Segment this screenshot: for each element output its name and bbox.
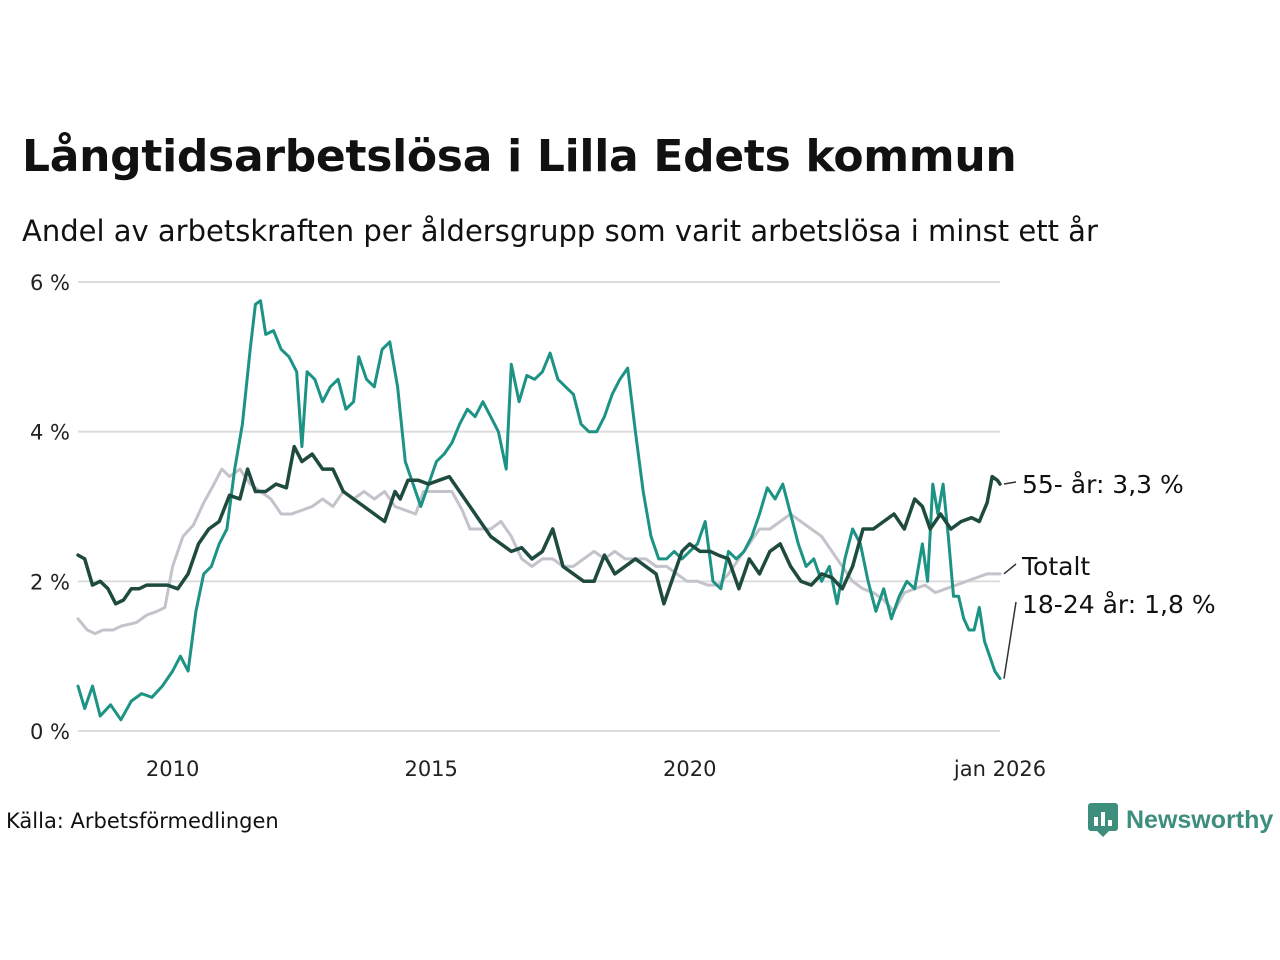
chart-subtitle: Andel av arbetskraften per åldersgrupp s… xyxy=(22,214,1098,248)
label-55: 55- år: 3,3 % xyxy=(1022,470,1184,499)
x-axis-ticks: 2010 2015 2020 jan 2026 xyxy=(146,757,1046,781)
line-chart: 0 % 2 % 4 % 6 % 2010 2015 2020 jan 2026 Totalt… xyxy=(30,271,1216,781)
x-tick-label: jan 2026 xyxy=(953,757,1046,781)
label-leader-line xyxy=(1003,563,1017,575)
bar-chart-icon xyxy=(1088,803,1118,837)
y-axis-ticks: 0 % 2 % 4 % 6 % xyxy=(30,271,70,744)
series-labels: Totalt 18-24 år: 1,8 % 55- år: 3,3 % xyxy=(1003,470,1216,679)
series-line-totalt xyxy=(76,467,1002,636)
x-tick-label: 2015 xyxy=(404,757,457,781)
y-tick-label: 0 % xyxy=(30,720,70,744)
newsworthy-logo: Newsworthy xyxy=(1088,803,1273,837)
series-line-18-24 xyxy=(76,299,1002,722)
label-leader-line xyxy=(1003,601,1017,679)
chart-title: Långtidsarbetslösa i Lilla Edets kommun xyxy=(22,131,1017,182)
y-tick-label: 4 % xyxy=(30,421,70,445)
x-tick-label: 2020 xyxy=(663,757,716,781)
label-18-24: 18-24 år: 1,8 % xyxy=(1022,590,1216,619)
brand-name: Newsworthy xyxy=(1126,805,1274,834)
x-tick-label: 2010 xyxy=(146,757,199,781)
label-totalt: Totalt xyxy=(1021,552,1090,581)
source-credit: Källa: Arbetsförmedlingen xyxy=(6,809,279,833)
series-line-55 xyxy=(76,444,1002,606)
series-lines xyxy=(76,299,1002,722)
label-leader-line xyxy=(1003,481,1017,485)
y-tick-label: 6 % xyxy=(30,271,70,295)
gridlines xyxy=(78,281,1000,732)
y-tick-label: 2 % xyxy=(30,570,70,594)
